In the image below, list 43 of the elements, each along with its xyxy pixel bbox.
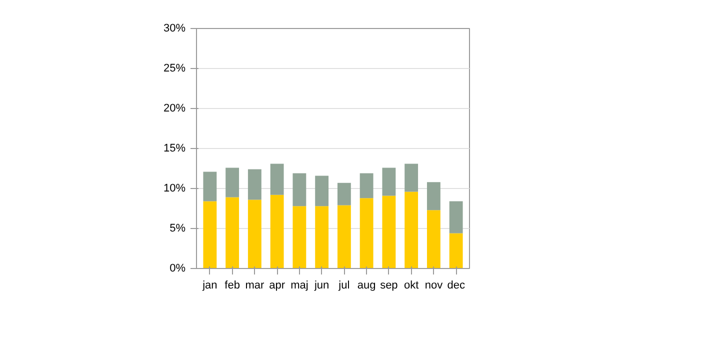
x-tick-label: jan: [202, 280, 218, 292]
y-tick-label: 0%: [170, 262, 186, 274]
bar: [248, 169, 262, 200]
bar: [449, 201, 463, 234]
x-tick-label: sep: [380, 280, 398, 292]
x-tick-label: feb: [224, 280, 240, 292]
bar: [360, 198, 374, 268]
bar: [426, 182, 440, 210]
bar: [315, 206, 329, 268]
bar: [292, 206, 306, 268]
bar: [226, 168, 240, 198]
bar: [404, 192, 418, 268]
x-tick-label: mar: [245, 280, 264, 292]
y-tick-label: 10%: [163, 182, 186, 194]
bar: [270, 164, 284, 195]
bar: [248, 200, 262, 268]
x-tick-label: aug: [357, 280, 376, 292]
y-tick-label: 25%: [163, 62, 186, 74]
bar: [382, 168, 396, 196]
bar: [203, 172, 217, 202]
x-tick-label: nov: [424, 280, 444, 292]
x-tick-label: dec: [447, 280, 466, 292]
y-tick-label: 15%: [163, 142, 186, 154]
bar: [292, 173, 306, 206]
y-tick-label: 20%: [163, 102, 186, 114]
x-tick-label: jun: [313, 280, 330, 292]
bar: [270, 194, 284, 268]
bar: [382, 196, 396, 268]
x-tick-label: maj: [290, 280, 308, 292]
y-tick-label: 5%: [170, 222, 186, 234]
bar: [203, 201, 217, 268]
bar: [337, 182, 351, 206]
bar: [337, 205, 351, 268]
bar: [426, 210, 440, 268]
bar: [360, 173, 374, 198]
x-tick-label: apr: [269, 280, 286, 292]
y-tick-label: 30%: [163, 22, 186, 34]
x-tick-label: okt: [404, 280, 419, 292]
bar: [315, 176, 329, 206]
x-tick-label: jul: [338, 280, 350, 292]
bar: [449, 233, 463, 268]
bar: [226, 197, 240, 268]
bar: [404, 164, 418, 192]
